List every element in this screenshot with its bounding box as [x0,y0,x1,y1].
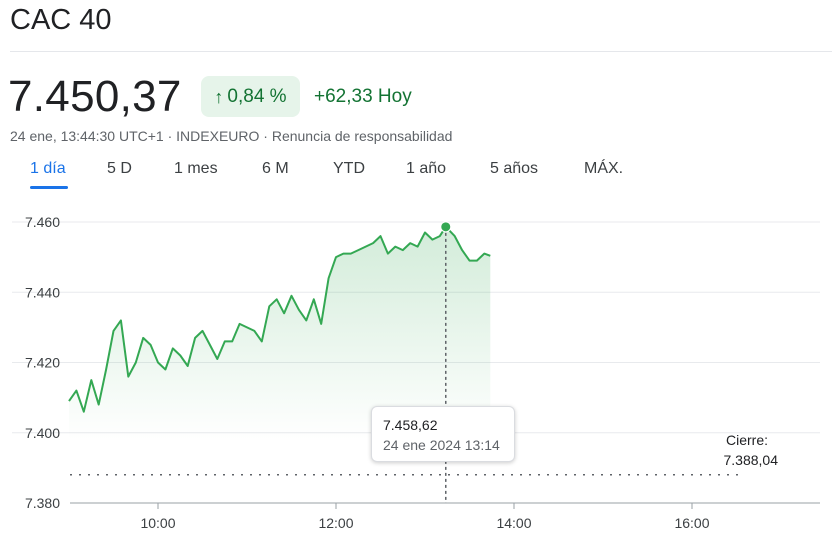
active-tab-indicator [30,186,68,189]
x-tick-label: 10:00 [140,515,175,531]
y-tick-label: 7.380 [25,495,60,511]
chart-tooltip: 7.458,62 24 ene 2024 13:14 [371,406,515,462]
series-area [69,226,491,440]
arrow-up-icon: ↑ [214,86,224,107]
percent-change-value: 0,84 % [227,85,287,107]
tab-6-m[interactable]: 6 M [262,160,289,177]
highlight-point [440,221,452,233]
y-tick-label: 7.400 [25,425,60,441]
tab-1-dia[interactable]: 1 día [30,160,66,177]
quote-meta: 24 ene, 13:44:30 UTC+1 · INDEXEURO · Ren… [10,128,453,144]
percent-change-badge: ↑ 0,84 % [201,76,300,117]
x-tick-label: 14:00 [496,515,531,531]
tab-1-mes[interactable]: 1 mes [174,160,218,177]
previous-close-label: Cierre: [725,432,768,448]
previous-close-value: 7.388,04 [723,452,779,468]
current-price: 7.450,37 [8,72,182,121]
tab-1-ano[interactable]: 1 año [406,160,447,177]
tab-max[interactable]: MÁX. [584,160,624,177]
y-tick-label: 7.420 [25,355,60,371]
tooltip-date: 24 ene 2024 13:14 [383,437,500,453]
x-tick-label: 16:00 [674,515,709,531]
tab-5-anos[interactable]: 5 años [490,160,539,177]
tab-5-d[interactable]: 5 D [107,160,132,177]
absolute-change: +62,33 Hoy [314,86,412,107]
index-title: CAC 40 [10,4,112,36]
tab-ytd[interactable]: YTD [333,160,365,177]
x-tick-label: 12:00 [318,515,353,531]
tooltip-value: 7.458,62 [383,417,438,433]
y-tick-label: 7.460 [25,214,60,230]
series-line [68,225,491,413]
header-divider [10,51,832,52]
y-tick-label: 7.440 [25,284,60,300]
